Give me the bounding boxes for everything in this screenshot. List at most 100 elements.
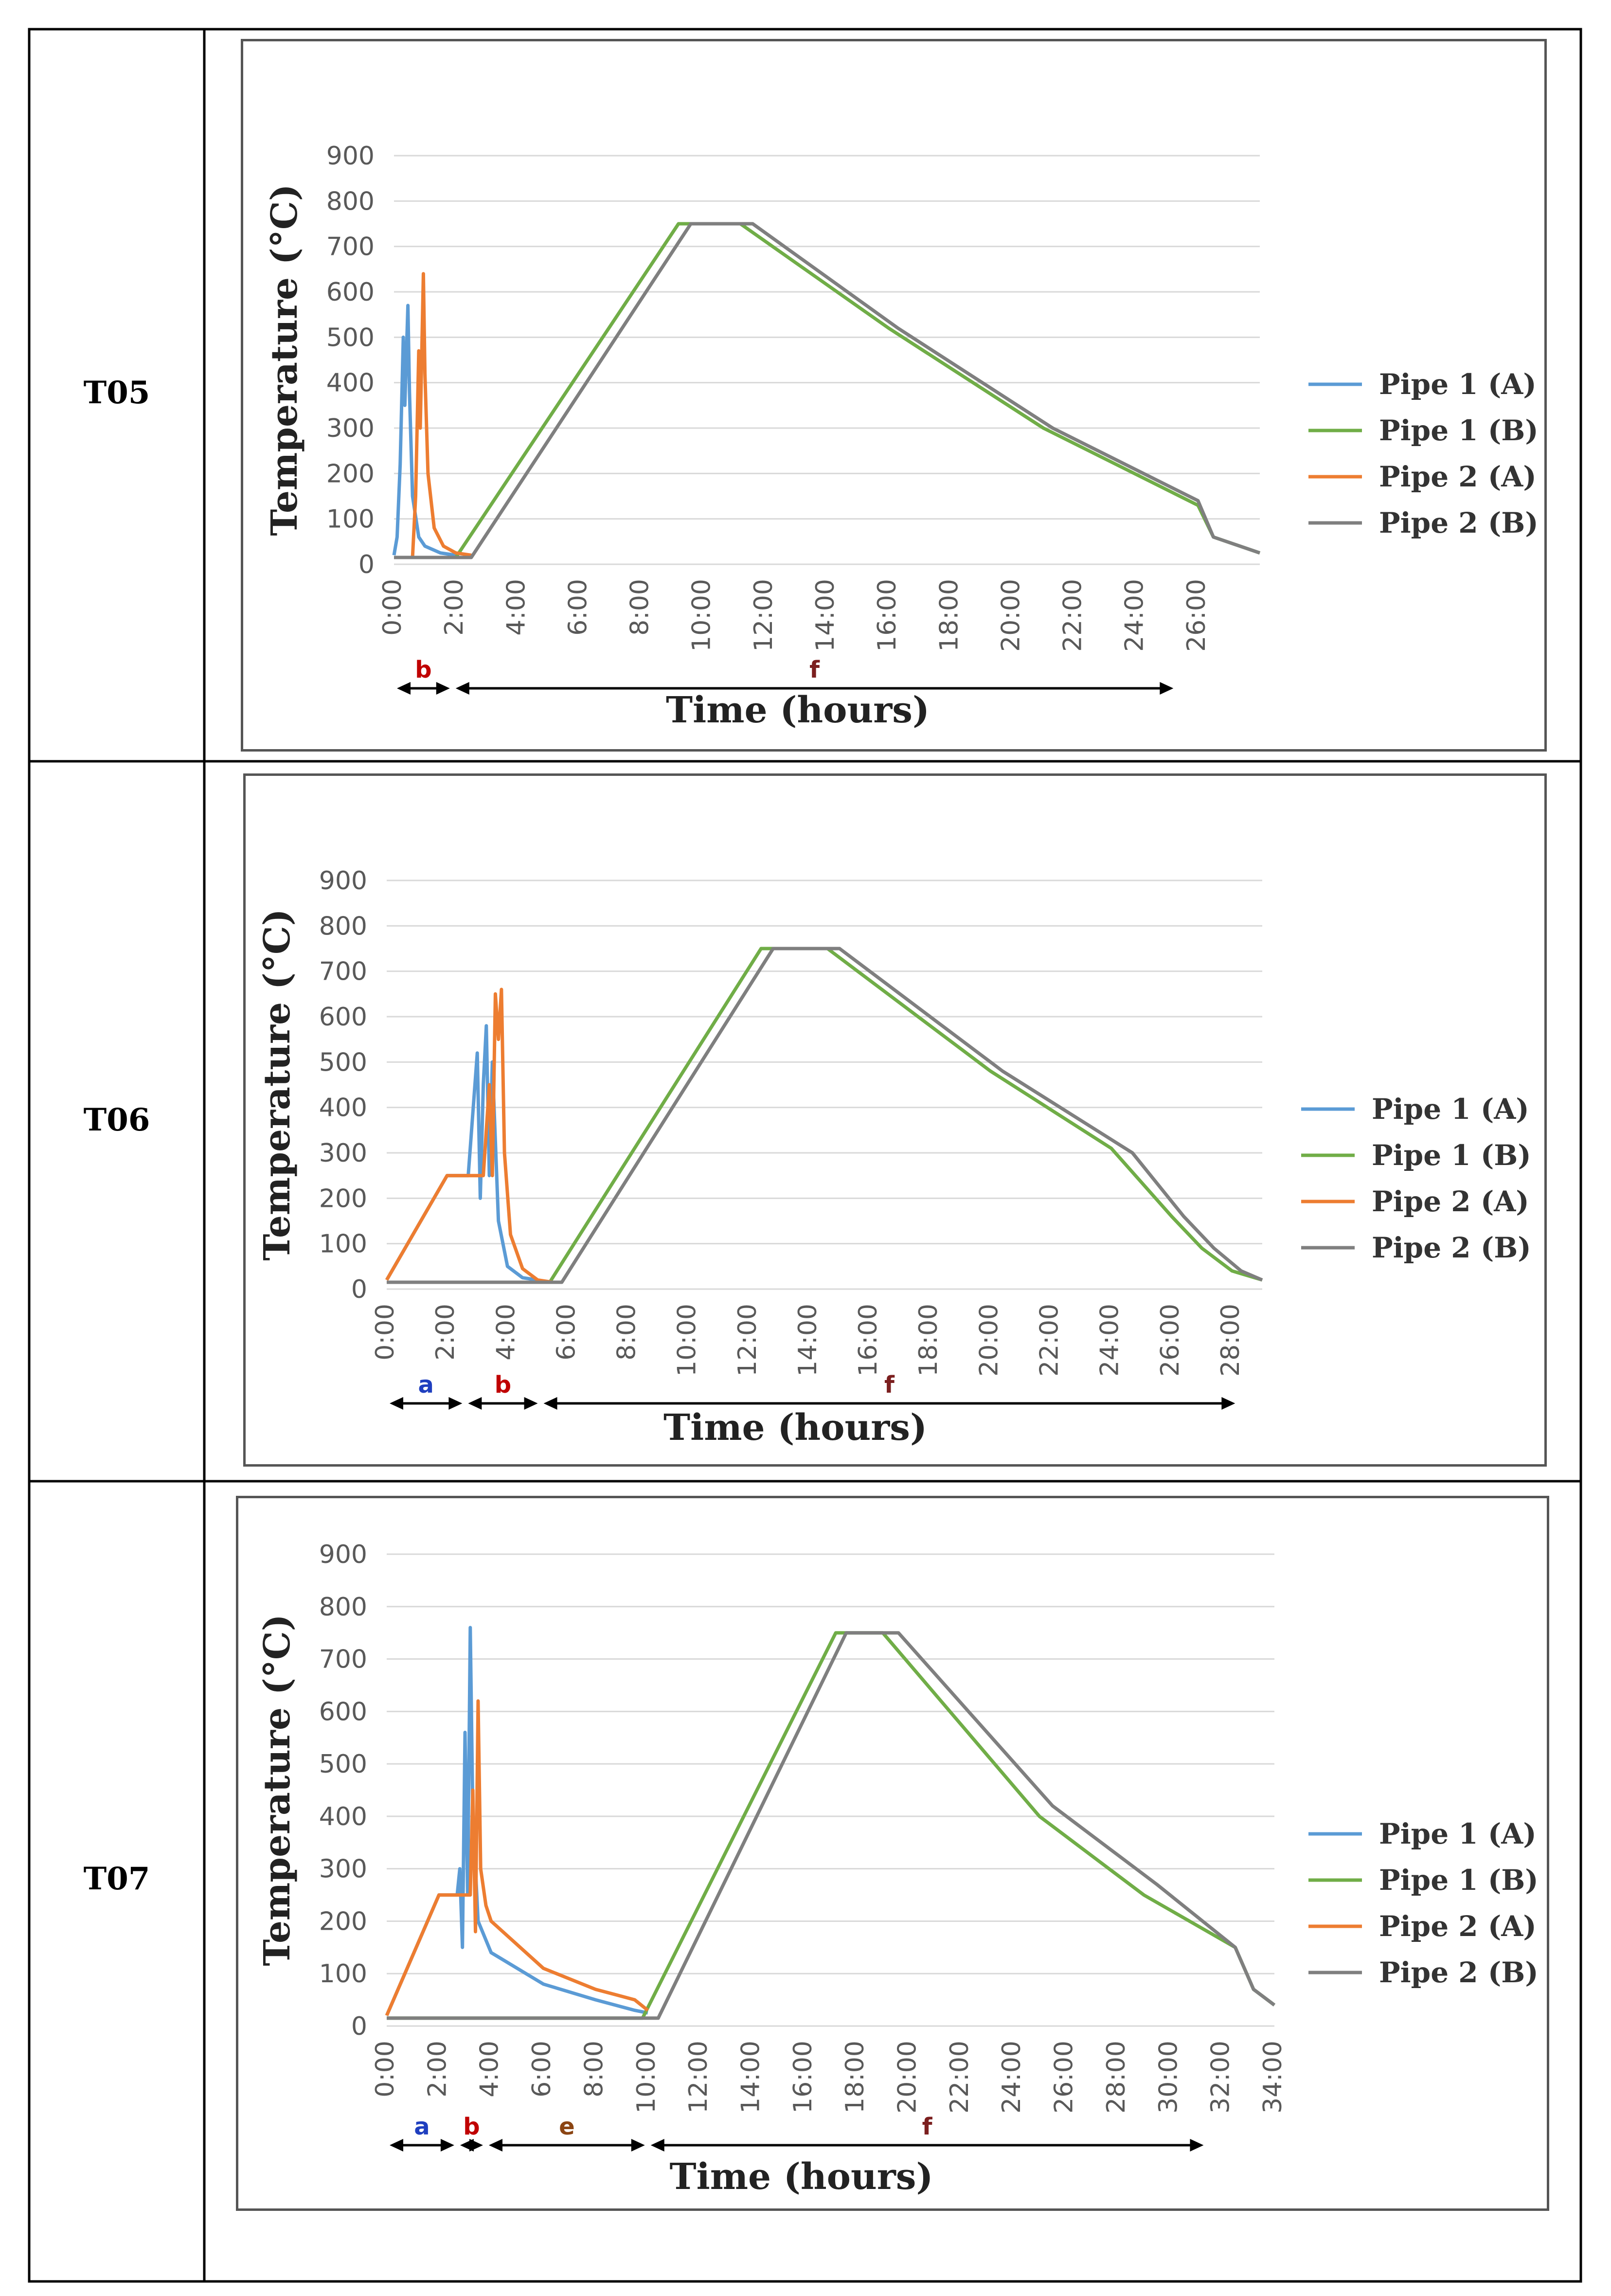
x-tick-label: 28:00	[1216, 1304, 1245, 1377]
x-tick-label: 2:00	[423, 2041, 452, 2098]
legend-label: Pipe 2 (A)	[1372, 1185, 1529, 1218]
series-line-pipe-1-a	[392, 304, 456, 557]
series-line-pipe-2-b	[387, 947, 1263, 1284]
phase-arrowhead-right	[1190, 2139, 1204, 2152]
phase-arrowhead-left	[390, 2139, 403, 2152]
x-tick-label: 4:00	[491, 1304, 520, 1361]
y-tick-label: 700	[319, 957, 367, 987]
phase-label-a: a	[418, 1371, 433, 1399]
x-tick-label: 14:00	[811, 579, 840, 652]
phase-label-b: b	[495, 1371, 511, 1399]
legend-label: Pipe 2 (B)	[1372, 1231, 1531, 1264]
y-tick-label: 800	[319, 1593, 367, 1622]
y-tick-label: 100	[319, 1959, 367, 1989]
x-tick-label: 6:00	[527, 2041, 556, 2098]
y-tick-label: 200	[319, 1907, 367, 1936]
y-axis-title: Temperature (°C)	[264, 184, 305, 536]
phase-arrowhead-left	[468, 1397, 482, 1410]
x-tick-label: 12:00	[749, 579, 778, 652]
x-tick-label: 2:00	[440, 579, 469, 636]
x-tick-label: 24:00	[1095, 1304, 1125, 1377]
phase-arrowhead-left	[488, 2139, 502, 2152]
y-axis-title: Temperature (°C)	[256, 909, 298, 1260]
x-tick-label: 16:00	[788, 2041, 818, 2114]
x-tick-label: 2:00	[431, 1304, 460, 1361]
phase-label-f: f	[884, 1371, 895, 1399]
y-tick-label: 400	[319, 1094, 367, 1123]
y-tick-label: 900	[319, 866, 367, 896]
x-tick-label: 16:00	[854, 1304, 883, 1377]
x-tick-label: 20:00	[974, 1304, 1003, 1377]
phase-arrowhead-right	[440, 2139, 454, 2152]
phase-arrowhead-left	[650, 2139, 664, 2152]
x-tick-label: 10:00	[687, 579, 716, 652]
y-tick-label: 400	[326, 369, 375, 398]
x-tick-label: 28:00	[1102, 2041, 1131, 2114]
legend-label: Pipe 1 (B)	[1379, 414, 1539, 447]
x-tick-label: 14:00	[793, 1304, 823, 1377]
row-label-t06: T06	[83, 1102, 150, 1138]
legend-label: Pipe 1 (A)	[1372, 1093, 1529, 1126]
x-tick-label: 8:00	[626, 579, 655, 636]
y-tick-label: 300	[319, 1855, 367, 1884]
y-tick-label: 100	[319, 1230, 367, 1259]
series-line-pipe-2-a	[411, 272, 472, 558]
x-tick-label: 0:00	[371, 1304, 400, 1361]
y-tick-label: 800	[319, 912, 367, 941]
x-tick-label: 20:00	[893, 2041, 922, 2114]
x-tick-label: 8:00	[612, 1304, 642, 1361]
x-tick-label: 12:00	[684, 2041, 713, 2114]
phase-label-a: a	[414, 2113, 430, 2140]
phase-arrowhead-left	[390, 1397, 403, 1410]
y-tick-label: 100	[326, 505, 375, 534]
y-tick-label: 700	[319, 1645, 367, 1674]
chart-t06: 0 100 200 300 400 500 600 700 800 900 0:00 2:00 4:00…	[243, 773, 1547, 1467]
phase-label-e: e	[559, 2113, 575, 2140]
y-tick-label: 800	[326, 187, 375, 216]
phase-arrowhead-left	[397, 682, 411, 695]
x-tick-label: 6:00	[563, 579, 592, 636]
x-tick-label: 18:00	[914, 1304, 943, 1377]
x-tick-label: 12:00	[733, 1304, 762, 1377]
x-tick-label: 20:00	[996, 579, 1025, 652]
series-line-pipe-1-b	[387, 947, 1263, 1284]
series-line-pipe-1-b	[394, 222, 1261, 559]
legend-label: Pipe 1 (B)	[1372, 1139, 1531, 1172]
chart-t05: 0 100 200 300 400 500 600 700 800 900 0:00 2:00 4:00…	[241, 39, 1547, 752]
x-tick-label: 24:00	[1120, 579, 1149, 652]
chart-t07-svg: 0 100 200 300 400 500 600 700 800 900 0:00 2:00 4:00…	[256, 1540, 1539, 2198]
y-tick-label: 400	[319, 1802, 367, 1831]
phase-label-f: f	[922, 2113, 933, 2140]
x-tick-label: 32:00	[1206, 2041, 1235, 2114]
legend-label: Pipe 1 (A)	[1379, 368, 1537, 401]
phase-arrowhead-right	[1160, 682, 1174, 695]
x-tick-label: 22:00	[945, 2041, 974, 2114]
phase-arrowhead-right	[448, 1397, 463, 1410]
chart-t06-svg: 0 100 200 300 400 500 600 700 800 900 0:00 2:00 4:00…	[256, 866, 1531, 1449]
phase-arrowhead-right	[436, 682, 450, 695]
series-line-pipe-2-a	[385, 1699, 649, 2016]
y-tick-label: 600	[319, 1003, 367, 1032]
x-tick-label: 16:00	[873, 579, 902, 652]
x-axis-title: Time (hours)	[670, 2156, 933, 2198]
legend-label: Pipe 2 (B)	[1379, 506, 1539, 539]
x-tick-label: 34:00	[1258, 2041, 1288, 2114]
legend-label: Pipe 1 (B)	[1379, 1864, 1539, 1897]
x-tick-label: 26:00	[1182, 579, 1211, 652]
table-border	[28, 28, 1582, 2283]
phase-arrowhead-left	[455, 682, 469, 695]
chart-t05-svg: 0 100 200 300 400 500 600 700 800 900 0:00 2:00 4:00…	[264, 142, 1539, 731]
chart-t07: 0 100 200 300 400 500 600 700 800 900 0:00 2:00 4:00…	[236, 1496, 1549, 2211]
y-tick-label: 200	[326, 459, 375, 488]
y-tick-label: 0	[351, 2012, 367, 2041]
series-line-pipe-2-b	[387, 1631, 1276, 2020]
y-tick-label: 0	[351, 1275, 367, 1304]
y-axis-title: Temperature (°C)	[256, 1614, 298, 1966]
y-tick-label: 500	[319, 1750, 367, 1779]
y-tick-label: 600	[319, 1697, 367, 1726]
x-tick-label: 26:00	[1050, 2041, 1079, 2114]
y-tick-label: 0	[358, 550, 375, 579]
x-axis-title: Time (hours)	[663, 1407, 927, 1449]
x-tick-label: 22:00	[1058, 579, 1088, 652]
